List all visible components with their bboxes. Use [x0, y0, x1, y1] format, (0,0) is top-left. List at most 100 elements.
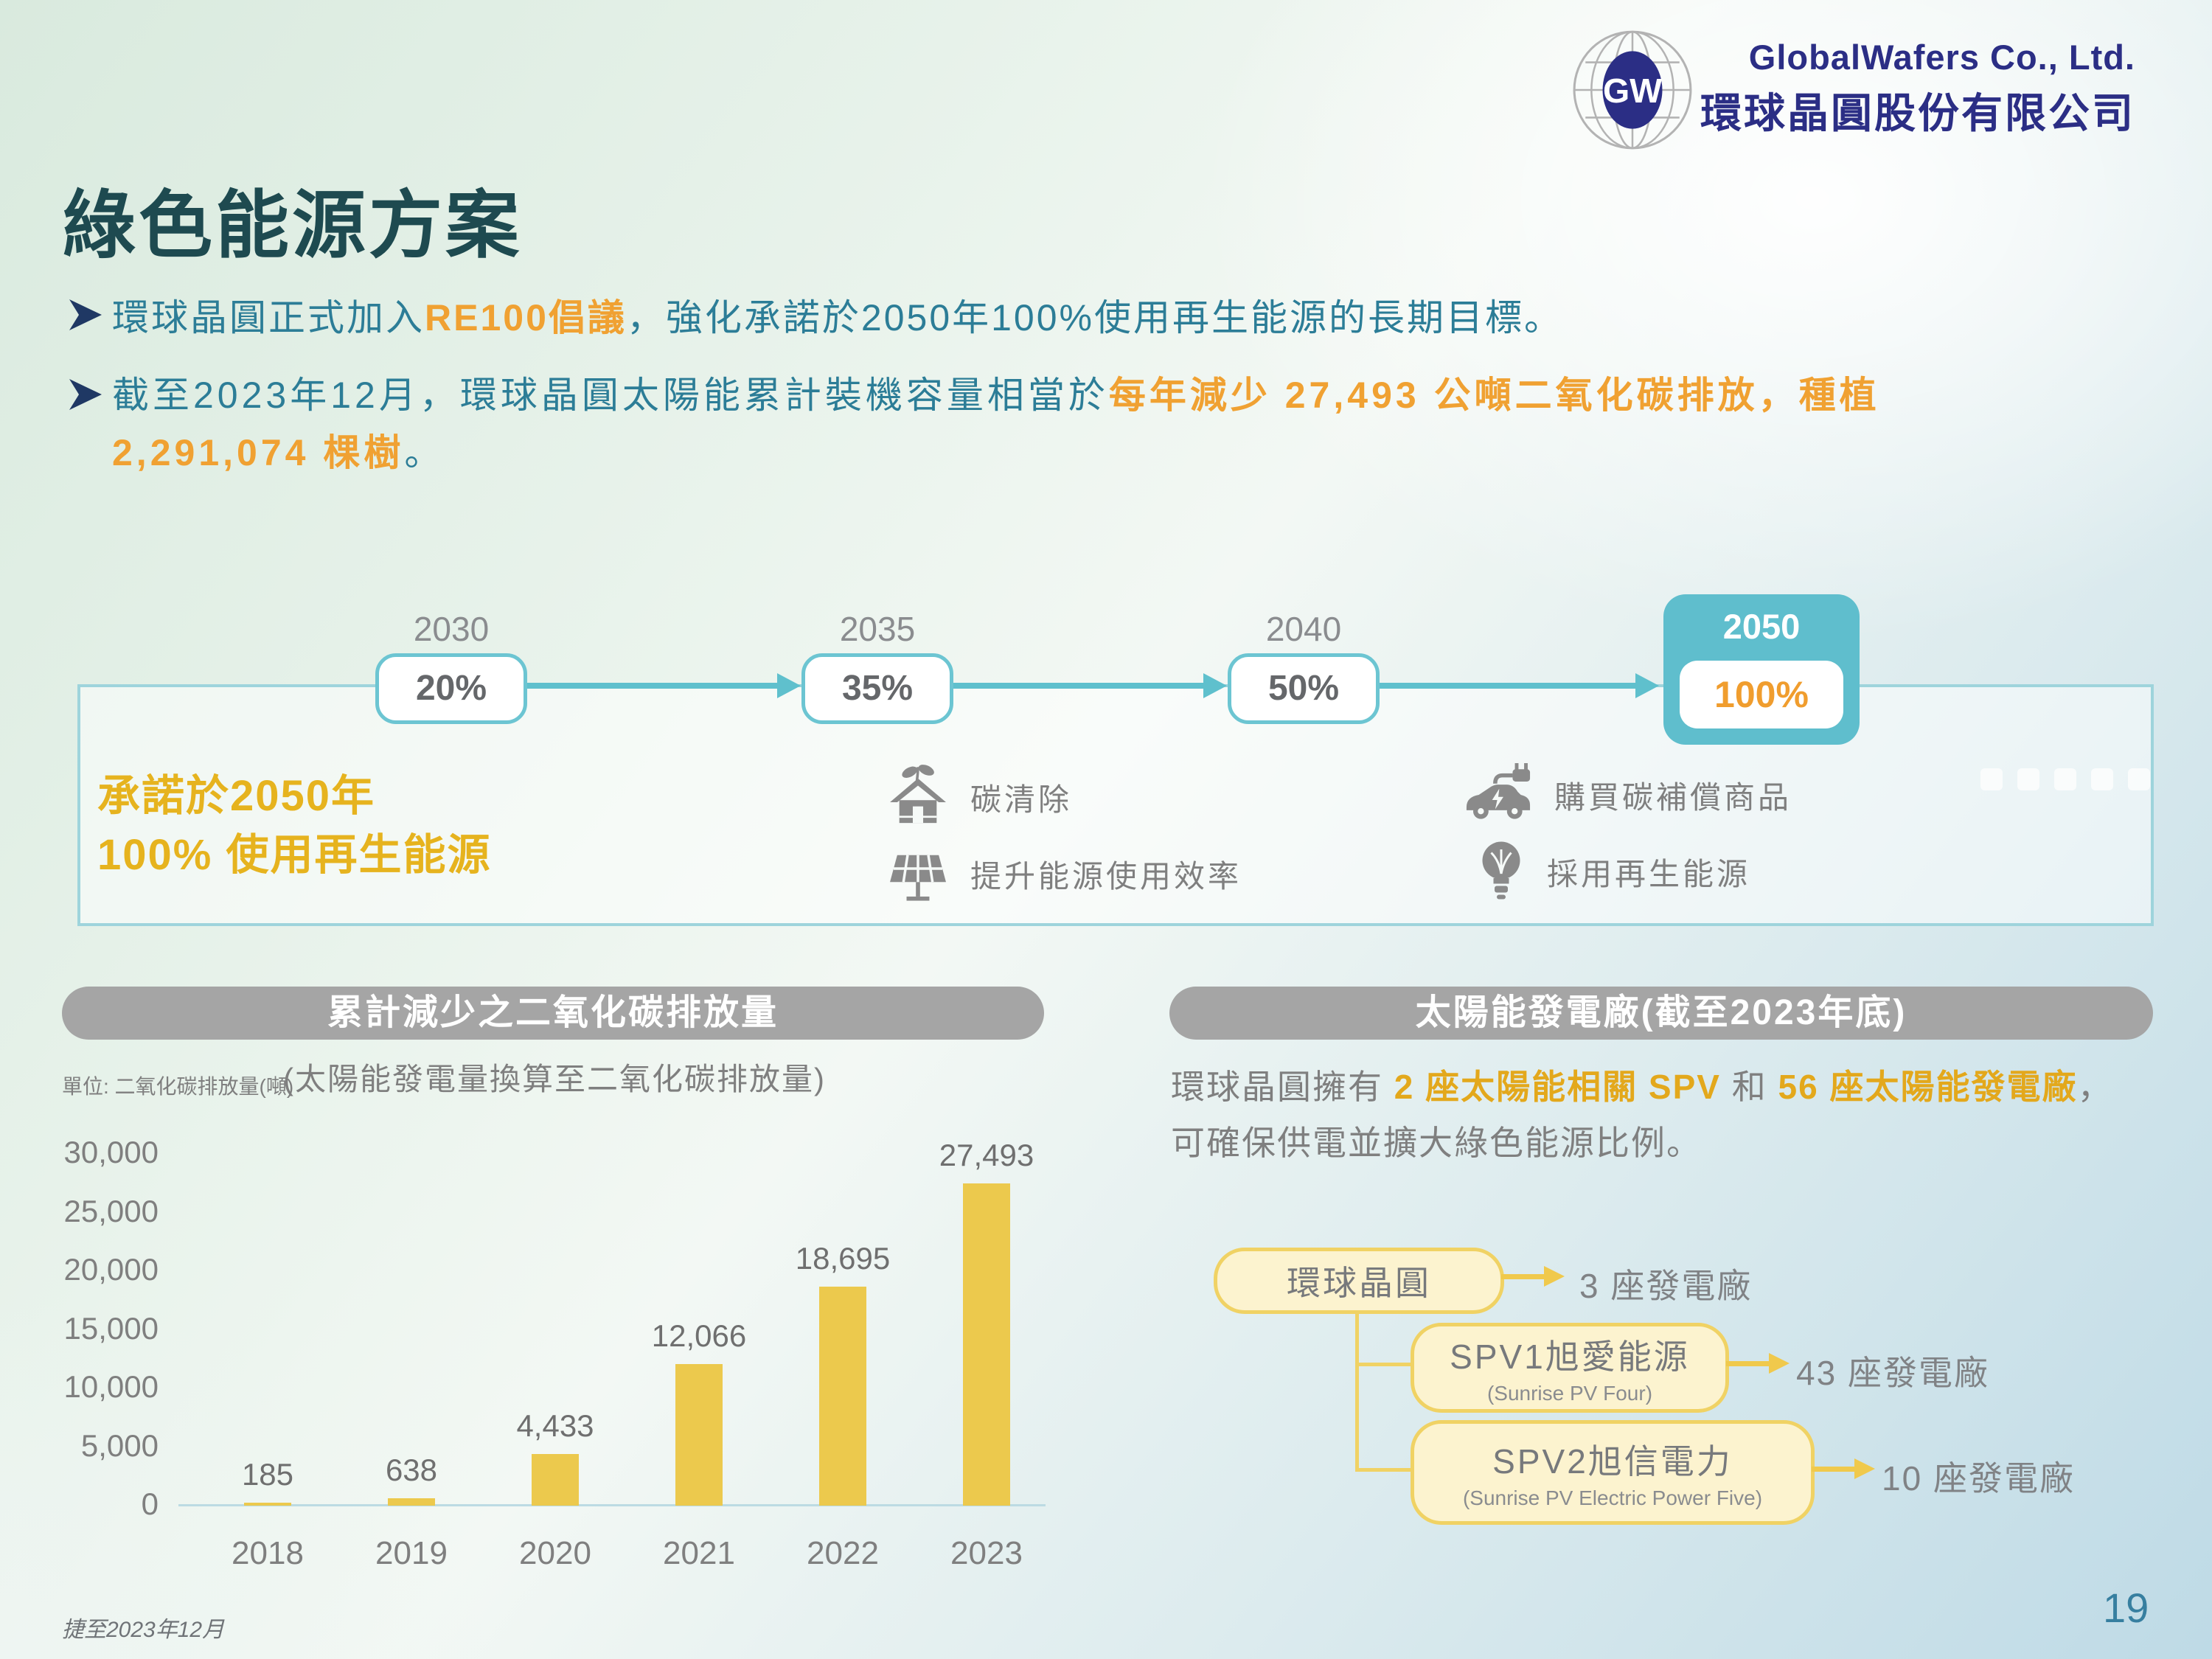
solar-panel-icon [890, 855, 946, 901]
bar-2020 [532, 1453, 579, 1506]
bar-2021 [675, 1364, 723, 1506]
x-tick-2022: 2022 [807, 1535, 879, 1571]
solar-header: 太陽能發電廠(截至2023年底) [1169, 987, 2153, 1040]
tree-arrow-2 [1726, 1353, 1790, 1374]
solar-desc-line2: 可確保供電並擴大綠色能源比例。 [1171, 1124, 1702, 1162]
solar-description: 環球晶圓擁有 2 座太陽能相關 SPV 和 56 座太陽能發電廠， 可確保供電並擴… [1171, 1059, 2174, 1171]
bullet-1-pre: 環球晶圓正式加入 [112, 297, 425, 338]
tree-box-subname: (Sunrise PV Four) [1486, 1382, 1653, 1405]
gw-monogram: GW [1603, 72, 1662, 110]
commitment-line-2: 100% 使用再生能源 [97, 831, 492, 879]
timeline-arrow-3 [1377, 673, 1659, 698]
bullet-2-highlight-1: 每年減少 27,493 公噸二氧化碳排放，種植 [1108, 375, 1880, 416]
watermark-icons [1980, 768, 2150, 790]
tree-box-spv1: SPV1旭愛能源 (Sunrise PV Four) [1411, 1323, 1729, 1413]
company-name-en: GlobalWafers Co., Ltd. [1748, 38, 2135, 77]
y-tick-10,000: 10,000 [63, 1369, 159, 1404]
chart-subtitle: (太陽能發電量換算至二氧化碳排放量) [283, 1062, 826, 1096]
x-tick-2023: 2023 [950, 1535, 1023, 1571]
timeline-year-2050: 2050 [1722, 607, 1801, 646]
tree-count-3: 10 座發電廠 [1882, 1459, 2075, 1498]
x-tick-2020: 2020 [519, 1535, 591, 1571]
globalwafers-globe-icon: GW [1573, 30, 1692, 150]
page-title: 綠色能源方案 [62, 184, 522, 267]
commitment-line-1: 承諾於2050年 [97, 772, 376, 820]
y-tick-15,000: 15,000 [63, 1310, 159, 1346]
x-tick-2018: 2018 [232, 1535, 304, 1571]
tree-arrow-3 [1812, 1458, 1875, 1479]
chart-unit-label: 單位: 二氧化碳排放量(噸) [62, 1075, 294, 1098]
action-carbon-removal: 碳清除 [885, 764, 1072, 830]
x-tick-2019: 2019 [375, 1535, 448, 1571]
bullet-2: 截至2023年12月，環球晶圓太陽能累計裝機容量相當於每年減少 27,493 公… [112, 366, 2169, 481]
timeline-arrow-1 [525, 673, 801, 698]
solar-desc-mid: 和 [1720, 1068, 1778, 1106]
bar-value-2021: 12,066 [651, 1318, 747, 1354]
tree-box-subname: (Sunrise PV Electric Power Five) [1462, 1486, 1763, 1509]
tree-connector-vertical [1355, 1305, 1359, 1472]
action-carbon-offset: 購買碳補償商品 [1461, 761, 1792, 829]
bullet-2-post: 。 [404, 432, 445, 473]
bullet-1-highlight: RE100倡議 [425, 297, 627, 338]
y-tick-5,000: 5,000 [80, 1427, 159, 1463]
timeline-year-2040: 2040 [1265, 610, 1342, 648]
action-label: 採用再生能源 [1547, 856, 1751, 891]
ev-plug-icon [1466, 762, 1531, 819]
logo-text-block: GlobalWafers Co., Ltd. 環球晶圓股份有限公司 [1700, 37, 2135, 140]
tree-box-spv2: SPV2旭信電力 (Sunrise PV Electric Power Five… [1411, 1420, 1815, 1525]
action-renewable-energy: 採用再生能源 [1475, 836, 1750, 907]
y-tick-20,000: 20,000 [63, 1252, 159, 1287]
bar-value-2019: 638 [385, 1452, 438, 1487]
tree-box-name: 環球晶圓 [1287, 1264, 1431, 1302]
x-tick-2021: 2021 [663, 1535, 735, 1571]
bar-value-2018: 185 [241, 1457, 294, 1492]
tree-count-1: 3 座發電廠 [1579, 1267, 1753, 1305]
chart-x-axis [178, 1504, 1046, 1506]
timeline-pill-2050: 100% [1680, 661, 1843, 728]
bar-value-2020: 4,433 [516, 1408, 594, 1443]
tree-box-globalwafers: 環球晶圓 [1214, 1248, 1504, 1314]
solar-desc-highlight-2: 56 座太陽能發電廠 [1778, 1068, 2078, 1106]
tree-arrow-1 [1501, 1266, 1565, 1287]
bullet-2-pre: 截至2023年12月，環球晶圓太陽能累計裝機容量相當於 [112, 375, 1109, 416]
bullet-1: 環球晶圓正式加入RE100倡議，強化承諾於2050年100%使用再生能源的長期目… [112, 289, 2088, 347]
tree-connector-branch-2 [1355, 1468, 1413, 1472]
tree-box-name: SPV1旭愛能源 [1450, 1338, 1690, 1376]
action-label: 購買碳補償商品 [1554, 779, 1792, 815]
tree-box-name: SPV2旭信電力 [1492, 1442, 1733, 1481]
company-name-zh: 環球晶圓股份有限公司 [1700, 90, 2135, 136]
tree-count-2: 43 座發電廠 [1796, 1354, 1989, 1392]
action-energy-efficiency: 提升能源使用效率 [885, 841, 1242, 907]
y-tick-0: 0 [141, 1486, 159, 1521]
timeline-2050-box: 2050 100% [1663, 594, 1860, 745]
y-tick-25,000: 25,000 [63, 1193, 159, 1228]
bar-2023 [963, 1183, 1010, 1506]
bullet-arrow-icon [69, 379, 102, 410]
bullet-2-highlight-2: 2,291,074 棵樹 [112, 432, 405, 473]
bar-2018 [244, 1503, 291, 1506]
solar-desc-highlight-1: 2 座太陽能相關 SPV [1394, 1068, 1721, 1106]
footnote: 捷至2023年12月 [62, 1618, 225, 1642]
solar-desc-pre: 環球晶圓擁有 [1171, 1068, 1394, 1106]
bar-value-2022: 18,695 [795, 1240, 891, 1276]
commitment-text: 承諾於2050年 100% 使用再生能源 [97, 767, 491, 885]
bar-2022 [819, 1286, 866, 1506]
action-label: 碳清除 [970, 782, 1073, 817]
bulb-leaf-icon [1482, 841, 1520, 900]
y-tick-30,000: 30,000 [63, 1135, 159, 1169]
solar-desc-post: ， [2077, 1068, 2113, 1106]
timeline-pill-2035: 35% [801, 653, 953, 724]
bar-value-2023: 27,493 [939, 1137, 1034, 1172]
chart-header: 累計減少之二氧化碳排放量 [62, 987, 1044, 1040]
timeline-year-2030: 2030 [413, 610, 490, 648]
bullet-1-post: ，強化承諾於2050年100%使用再生能源的長期目標。 [626, 297, 1564, 338]
page-number: 19 [2103, 1585, 2149, 1631]
timeline-year-2035: 2035 [839, 610, 916, 648]
timeline-arrow-2 [951, 673, 1227, 698]
timeline-pill-2030: 20% [375, 653, 527, 724]
bullet-arrow-icon [69, 299, 102, 330]
bar-2019 [388, 1498, 435, 1506]
tree-connector-branch-1 [1355, 1363, 1413, 1366]
timeline-pill-2040: 50% [1228, 653, 1380, 724]
